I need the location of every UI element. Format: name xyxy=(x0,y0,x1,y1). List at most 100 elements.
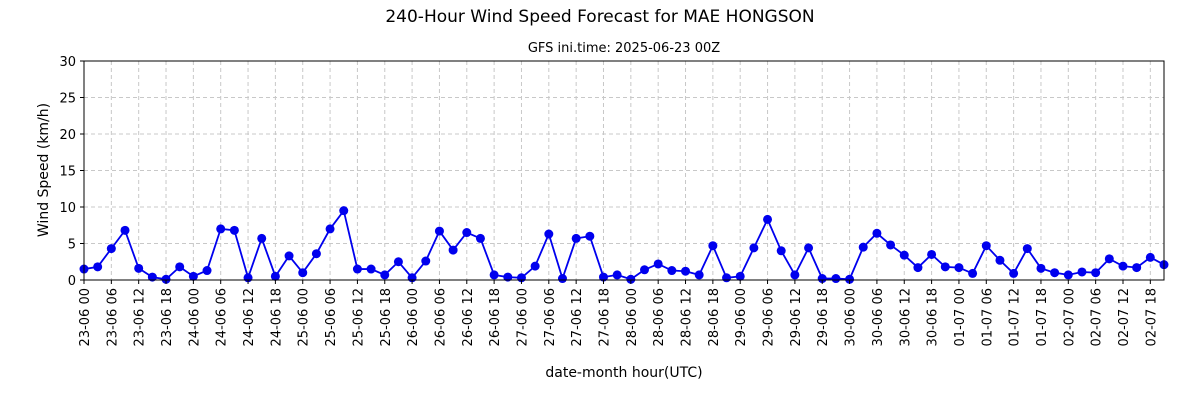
data-point xyxy=(1118,261,1128,271)
data-point xyxy=(298,268,308,278)
data-point xyxy=(954,263,964,273)
x-tick-label: 24-06 06 xyxy=(215,288,230,346)
x-tick-label: 26-06 12 xyxy=(461,288,476,346)
data-point xyxy=(147,272,157,282)
x-tick-label: 23-06 06 xyxy=(105,288,120,346)
data-point xyxy=(694,270,704,280)
data-point xyxy=(749,243,759,253)
x-tick-label: 24-06 18 xyxy=(269,288,284,346)
data-point xyxy=(1063,270,1073,280)
x-tick-label: 29-06 00 xyxy=(734,288,749,346)
chart-title: 240-Hour Wind Speed Forecast for MAE HON… xyxy=(385,7,814,27)
data-point xyxy=(1036,263,1046,273)
data-point xyxy=(448,245,458,255)
data-point xyxy=(872,228,882,238)
x-tick-label: 29-06 12 xyxy=(789,288,804,346)
data-point xyxy=(817,274,827,284)
x-tick-label: 01-07 12 xyxy=(1008,288,1023,346)
data-point xyxy=(804,243,814,253)
x-tick-label: 25-06 06 xyxy=(324,288,339,346)
data-point xyxy=(106,244,116,254)
x-tick-label: 29-06 18 xyxy=(816,288,831,346)
y-tick-label: 5 xyxy=(68,238,76,253)
x-tick-label: 27-06 06 xyxy=(543,288,558,346)
x-tick-label: 25-06 18 xyxy=(379,288,394,346)
data-point xyxy=(763,214,773,224)
y-tick-label: 30 xyxy=(59,55,76,70)
data-point xyxy=(667,266,677,276)
data-point xyxy=(845,274,855,284)
data-point xyxy=(202,266,212,276)
data-point xyxy=(571,233,581,243)
x-tick-label: 02-07 18 xyxy=(1144,288,1159,346)
x-tick-label: 27-06 12 xyxy=(570,288,585,346)
data-point xyxy=(612,270,622,280)
x-tick-label: 27-06 00 xyxy=(515,288,530,346)
data-point xyxy=(981,241,991,251)
data-point xyxy=(886,240,896,250)
data-point xyxy=(366,264,376,274)
x-tick-label: 01-07 18 xyxy=(1035,288,1050,346)
data-point xyxy=(1050,268,1060,278)
data-point xyxy=(899,250,909,260)
data-point xyxy=(968,268,978,278)
x-tick-label: 25-06 12 xyxy=(351,288,366,346)
x-tick-label: 27-06 18 xyxy=(597,288,612,346)
y-tick-label: 20 xyxy=(59,128,76,143)
data-point xyxy=(175,262,185,272)
data-point xyxy=(653,259,663,269)
data-point xyxy=(216,224,226,234)
x-tick-label: 28-06 06 xyxy=(652,288,667,346)
x-tick-label: 25-06 00 xyxy=(297,288,312,346)
data-point xyxy=(913,263,923,273)
series-line xyxy=(83,208,1165,282)
y-axis-label: Wind Speed (km/h) xyxy=(36,103,52,237)
x-tick-label: 02-07 06 xyxy=(1090,288,1105,346)
x-tick-label: 30-06 18 xyxy=(926,288,941,346)
data-point xyxy=(229,225,239,235)
data-point xyxy=(681,266,691,276)
data-point xyxy=(831,274,841,284)
data-point xyxy=(722,273,732,283)
x-tick-label: 26-06 18 xyxy=(488,288,503,346)
y-tick-label: 25 xyxy=(59,92,76,107)
data-point xyxy=(557,274,567,284)
x-tick-label: 28-06 12 xyxy=(680,288,695,346)
x-tick-label: 30-06 00 xyxy=(844,288,859,346)
data-point xyxy=(598,272,608,282)
data-point xyxy=(927,249,937,259)
y-tick-label: 15 xyxy=(59,165,76,180)
y-tick-label: 10 xyxy=(59,201,76,216)
x-tick-label: 26-06 06 xyxy=(433,288,448,346)
x-tick-label: 28-06 00 xyxy=(625,288,640,346)
data-point xyxy=(626,274,636,284)
x-tick-label: 30-06 12 xyxy=(898,288,913,346)
data-point xyxy=(421,256,431,266)
data-point xyxy=(311,249,321,259)
x-tick-label: 28-06 18 xyxy=(707,288,722,346)
x-tick-label: 01-07 00 xyxy=(953,288,968,346)
data-point xyxy=(585,231,595,241)
x-axis-label: date-month hour(UTC) xyxy=(545,365,702,381)
x-tick-label: 23-06 00 xyxy=(78,288,93,346)
x-tick-label: 01-07 06 xyxy=(980,288,995,346)
x-tick-label: 23-06 12 xyxy=(133,288,148,346)
data-point xyxy=(735,271,745,281)
data-point xyxy=(462,228,472,238)
data-point xyxy=(640,265,650,275)
data-point xyxy=(270,271,280,281)
data-point xyxy=(790,270,800,280)
x-tick-label: 24-06 00 xyxy=(187,288,202,346)
data-point xyxy=(1022,244,1032,254)
data-point xyxy=(475,233,485,243)
data-point xyxy=(120,225,130,235)
data-point xyxy=(858,242,868,252)
series-wind-speed xyxy=(79,206,1169,284)
data-point xyxy=(257,233,267,243)
y-tick-label: 0 xyxy=(68,274,76,289)
data-point xyxy=(544,229,554,239)
grid-lines xyxy=(83,60,1164,281)
data-point xyxy=(352,264,362,274)
